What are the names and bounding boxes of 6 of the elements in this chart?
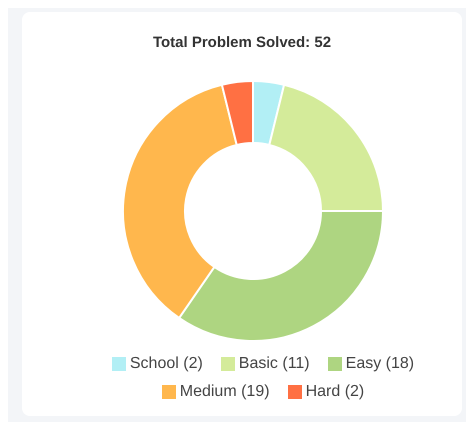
legend-label: Basic (11) (238, 355, 310, 372)
legend-label: Easy (18) (346, 355, 414, 372)
legend-label: School (2) (130, 355, 203, 372)
legend-label: Hard (2) (306, 383, 364, 400)
chart-title: Total Problem Solved: 52 (152, 34, 332, 51)
legend-label: Medium (19) (180, 383, 270, 400)
